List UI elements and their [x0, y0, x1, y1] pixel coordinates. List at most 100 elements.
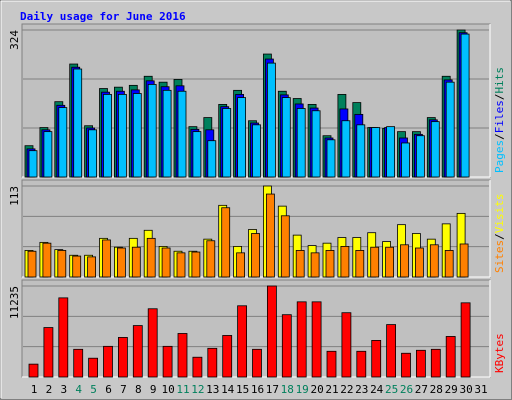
bar — [296, 108, 306, 178]
bar — [161, 247, 171, 278]
bar — [341, 120, 351, 178]
bar — [73, 348, 84, 378]
bar — [444, 250, 454, 278]
bar — [117, 247, 126, 278]
bar — [430, 121, 440, 178]
bar — [295, 250, 305, 278]
bar — [236, 252, 246, 278]
legend-entry: KBytes — [493, 333, 506, 373]
x-tick-label: 3 — [60, 383, 67, 396]
bar — [460, 302, 471, 378]
bar — [28, 150, 38, 178]
bar — [401, 352, 411, 378]
bar — [311, 110, 321, 178]
bar — [146, 237, 156, 278]
legend-entry: Visits — [493, 194, 506, 234]
x-tick-label: 8 — [135, 383, 142, 396]
legend-separator: / — [493, 94, 506, 101]
x-tick-label: 22 — [340, 383, 353, 396]
bar — [385, 246, 395, 278]
bar — [356, 124, 366, 178]
legend-separator: / — [493, 133, 506, 140]
x-tick-label: 31 — [474, 383, 487, 396]
bar — [102, 239, 111, 278]
bar — [43, 131, 53, 178]
bar — [162, 345, 173, 378]
bar — [87, 256, 96, 278]
x-tick-label: 30 — [459, 383, 472, 396]
bar — [88, 357, 98, 378]
legend: Pages/Files/Hits — [493, 67, 506, 173]
x-tick-label: 12 — [191, 383, 204, 396]
legend: KBytes — [493, 333, 506, 373]
legend-separator: / — [493, 233, 506, 240]
bar — [386, 324, 397, 378]
x-tick-label: 16 — [251, 383, 264, 396]
bar — [237, 305, 248, 378]
bar — [296, 301, 307, 378]
bar — [131, 246, 141, 278]
chart-title: Daily usage for June 2016 — [20, 10, 186, 23]
x-tick-label: 24 — [370, 383, 384, 396]
bar — [88, 129, 97, 178]
x-tick-label: 21 — [325, 383, 338, 396]
bar — [415, 349, 426, 378]
x-tick-label: 1 — [31, 383, 38, 396]
bar — [72, 255, 82, 278]
bar — [401, 142, 410, 178]
y-tick-label: 11235 — [8, 286, 21, 319]
bar — [429, 244, 439, 278]
bar — [222, 108, 232, 178]
bar — [326, 350, 337, 378]
x-tick-label: 27 — [415, 383, 428, 396]
x-tick-label: 13 — [206, 383, 219, 396]
bar — [371, 340, 382, 378]
bar — [252, 348, 262, 378]
bar — [356, 350, 367, 378]
bar — [73, 68, 83, 178]
bar — [341, 312, 352, 378]
bar — [340, 245, 350, 278]
bar — [266, 62, 276, 178]
bar — [42, 242, 52, 278]
bar — [118, 337, 128, 378]
y-tick-label: 324 — [8, 30, 21, 50]
bar — [103, 345, 113, 378]
bar — [252, 124, 261, 178]
legend-entry: Sites — [493, 240, 506, 273]
bar — [445, 336, 456, 378]
bar — [191, 251, 201, 278]
bar — [415, 135, 425, 178]
bar — [251, 233, 260, 278]
bar — [237, 97, 247, 178]
x-tick-label: 15 — [236, 383, 249, 396]
bar — [445, 81, 455, 178]
bar — [118, 94, 127, 178]
legend: Sites/Visits — [493, 194, 506, 274]
bar — [326, 139, 336, 178]
x-tick-label: 2 — [46, 383, 53, 396]
bar — [132, 325, 143, 378]
bar — [222, 335, 233, 378]
bar — [58, 297, 69, 378]
bar — [192, 356, 203, 378]
bar — [177, 333, 188, 378]
x-tick-label: 9 — [150, 383, 157, 396]
bar — [310, 252, 320, 278]
bar — [281, 97, 291, 178]
bar — [414, 247, 424, 278]
x-tick-label: 20 — [310, 383, 323, 396]
bar — [386, 126, 396, 178]
legend-entry: Hits — [493, 67, 506, 94]
x-tick-label: 7 — [120, 383, 127, 396]
bar — [355, 250, 365, 278]
bar — [57, 250, 67, 278]
bar — [206, 240, 216, 278]
bar — [103, 94, 112, 178]
x-tick-label: 18 — [281, 383, 294, 396]
bar — [281, 314, 292, 378]
bar — [266, 285, 277, 378]
x-tick-label: 29 — [445, 383, 458, 396]
x-tick-label: 10 — [161, 383, 174, 396]
